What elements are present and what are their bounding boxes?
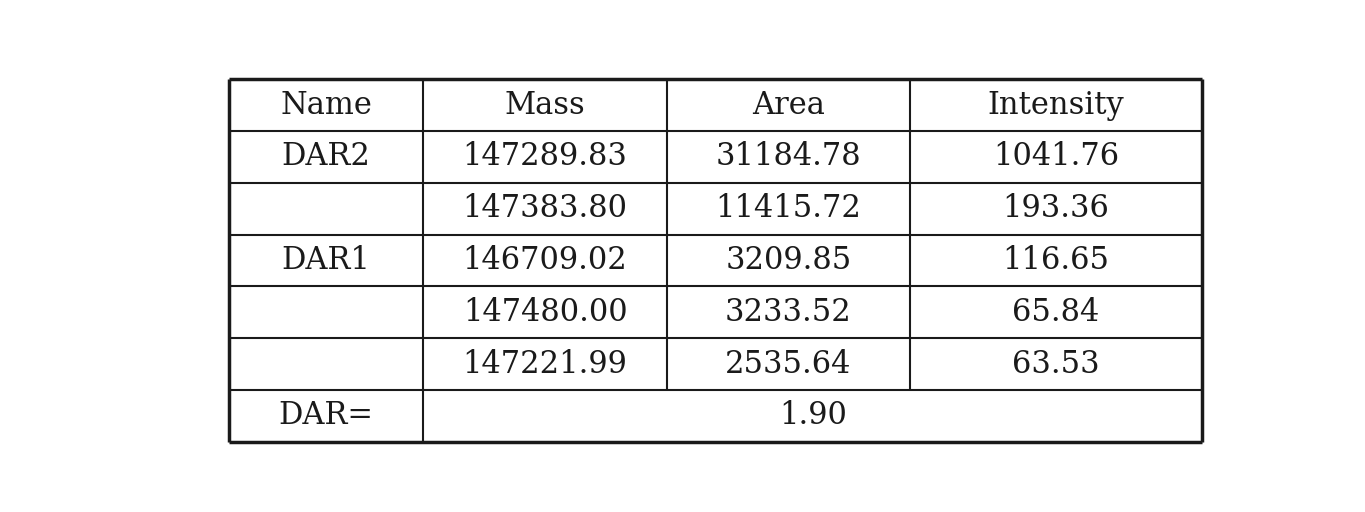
Text: 2535.64: 2535.64 bbox=[725, 349, 852, 380]
Text: 1.90: 1.90 bbox=[779, 400, 846, 432]
Text: 146709.02: 146709.02 bbox=[463, 245, 628, 276]
Text: 3233.52: 3233.52 bbox=[725, 297, 852, 328]
Text: 11415.72: 11415.72 bbox=[715, 193, 861, 224]
Text: 65.84: 65.84 bbox=[1013, 297, 1100, 328]
Text: Mass: Mass bbox=[505, 90, 586, 121]
Text: 193.36: 193.36 bbox=[1003, 193, 1110, 224]
Text: Name: Name bbox=[280, 90, 373, 121]
Text: 147480.00: 147480.00 bbox=[463, 297, 628, 328]
Text: Area: Area bbox=[752, 90, 824, 121]
Text: 1041.76: 1041.76 bbox=[992, 141, 1119, 173]
Text: DAR1: DAR1 bbox=[281, 245, 370, 276]
Text: 31184.78: 31184.78 bbox=[715, 141, 861, 173]
Text: 147383.80: 147383.80 bbox=[463, 193, 628, 224]
Text: 116.65: 116.65 bbox=[1002, 245, 1110, 276]
Text: 147289.83: 147289.83 bbox=[463, 141, 628, 173]
Text: 147221.99: 147221.99 bbox=[463, 349, 628, 380]
Text: DAR=: DAR= bbox=[278, 400, 374, 432]
Text: 63.53: 63.53 bbox=[1013, 349, 1100, 380]
Text: Intensity: Intensity bbox=[988, 90, 1125, 121]
Text: 3209.85: 3209.85 bbox=[725, 245, 852, 276]
Text: DAR2: DAR2 bbox=[281, 141, 370, 173]
